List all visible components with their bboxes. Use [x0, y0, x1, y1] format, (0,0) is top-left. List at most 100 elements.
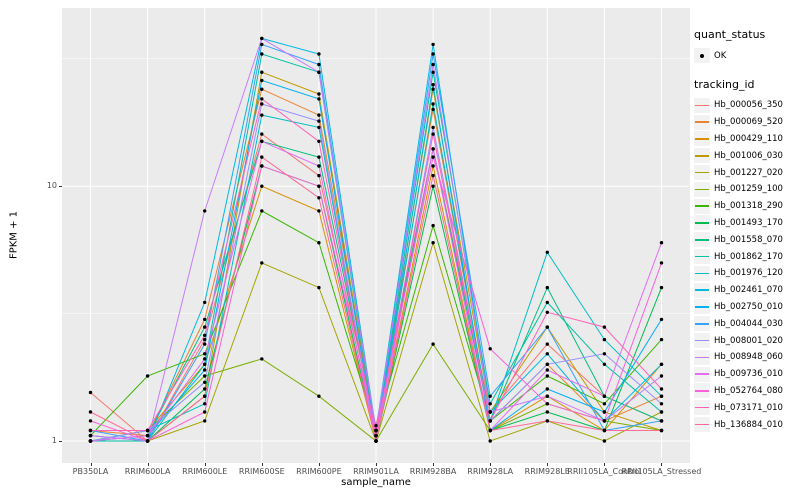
x-tick-label: RRIM928BA — [409, 467, 457, 476]
legend-item-tracking-id: Hb_001862_170 — [694, 248, 798, 265]
data-point — [545, 402, 549, 406]
legend-label-tracking-id: Hb_001493_170 — [714, 217, 783, 228]
data-point — [545, 374, 549, 378]
legend-label-tracking-id: Hb_001558_070 — [714, 234, 783, 245]
data-point — [545, 352, 549, 356]
legend-title-tracking-id: tracking_id — [694, 78, 755, 91]
data-point — [545, 325, 549, 329]
x-tick-label: RRIM600SE — [238, 467, 285, 476]
data-point — [203, 410, 207, 414]
data-point — [203, 402, 207, 406]
data-point — [545, 310, 549, 314]
data-point — [431, 102, 435, 106]
data-point — [317, 119, 321, 123]
data-point — [431, 223, 435, 228]
data-point — [88, 410, 93, 414]
line-key-icon — [694, 299, 710, 315]
legend-item-tracking-id: Hb_001318_290 — [694, 198, 798, 215]
data-point — [431, 62, 435, 67]
x-tick-mark — [90, 463, 92, 466]
data-point — [317, 125, 321, 130]
x-tick-mark — [661, 463, 663, 466]
data-point — [317, 97, 321, 101]
data-point — [145, 428, 150, 433]
data-point — [317, 241, 321, 245]
data-point — [260, 357, 264, 361]
data-point — [431, 70, 435, 74]
data-point — [659, 362, 664, 366]
data-point — [203, 300, 207, 305]
data-point — [602, 337, 607, 342]
data-point — [88, 433, 93, 438]
legend-label-tracking-id: Hb_001318_290 — [714, 201, 783, 212]
data-point — [317, 155, 321, 159]
plot-panel — [62, 8, 690, 463]
data-points — [88, 36, 664, 443]
x-tick-mark — [376, 463, 377, 466]
data-point — [203, 325, 207, 329]
data-point — [317, 113, 321, 117]
data-point — [260, 164, 264, 168]
legend-item-tracking-id: Hb_008001_020 — [694, 332, 798, 349]
data-point — [203, 368, 207, 372]
legend-label-tracking-id: Hb_009736_010 — [714, 369, 783, 380]
data-point — [203, 374, 207, 378]
legend-tracking-id-items: Hb_000056_350 Hb_000069_520 Hb_000429_110 H… — [694, 97, 798, 433]
line-key-icon — [694, 333, 710, 349]
data-point — [545, 285, 549, 290]
data-point — [431, 155, 435, 159]
data-point — [431, 83, 435, 87]
legend-label-quant-status: OK — [714, 50, 727, 61]
data-point — [602, 362, 607, 366]
line-key-icon — [694, 181, 710, 197]
data-point — [203, 337, 207, 342]
legend-title-quant-status: quant_status — [694, 28, 766, 41]
legend-label-tracking-id: Hb_000069_520 — [714, 117, 783, 128]
data-point — [203, 317, 207, 322]
data-point — [545, 342, 549, 346]
line-key-icon — [694, 265, 710, 281]
data-point — [203, 419, 207, 423]
data-point — [602, 410, 607, 414]
data-point — [260, 70, 264, 74]
data-point — [659, 387, 664, 391]
data-point — [88, 439, 93, 443]
x-tick-label: RRII105LA_Control — [567, 467, 642, 476]
line-key-icon — [694, 417, 710, 433]
line-key-icon — [694, 114, 710, 130]
y-tick-mark — [59, 441, 62, 443]
legend-item-tracking-id: Hb_004044_030 — [694, 315, 798, 332]
data-point — [260, 132, 264, 136]
data-point — [203, 342, 207, 346]
data-point — [545, 250, 549, 254]
data-point — [488, 419, 492, 423]
line-key-icon — [694, 400, 710, 416]
data-point — [260, 52, 264, 56]
data-point — [203, 333, 207, 337]
data-point — [88, 428, 93, 433]
data-point — [659, 402, 664, 406]
data-point — [431, 342, 435, 346]
legend-item-tracking-id: Hb_001493_170 — [694, 215, 798, 232]
data-point — [203, 394, 207, 398]
legend-item-tracking-id: Hb_008948_060 — [694, 349, 798, 366]
data-point — [488, 394, 492, 398]
legend-item-tracking-id: Hb_001227_020 — [694, 164, 798, 181]
data-point — [260, 184, 264, 188]
legend-label-tracking-id: Hb_052764_080 — [714, 385, 783, 396]
data-point — [431, 173, 435, 178]
data-point — [602, 352, 607, 356]
data-point — [260, 139, 264, 143]
data-point — [260, 113, 264, 117]
x-tick-mark — [318, 463, 320, 466]
data-point — [317, 92, 321, 96]
line-key-icon — [694, 165, 710, 181]
y-tick-mark — [59, 186, 62, 188]
data-point — [431, 52, 435, 56]
data-point — [260, 261, 264, 265]
line-key-icon — [694, 316, 710, 332]
legend-item-tracking-id: Hb_009736_010 — [694, 366, 798, 383]
data-point — [260, 78, 264, 83]
data-point — [317, 62, 321, 67]
